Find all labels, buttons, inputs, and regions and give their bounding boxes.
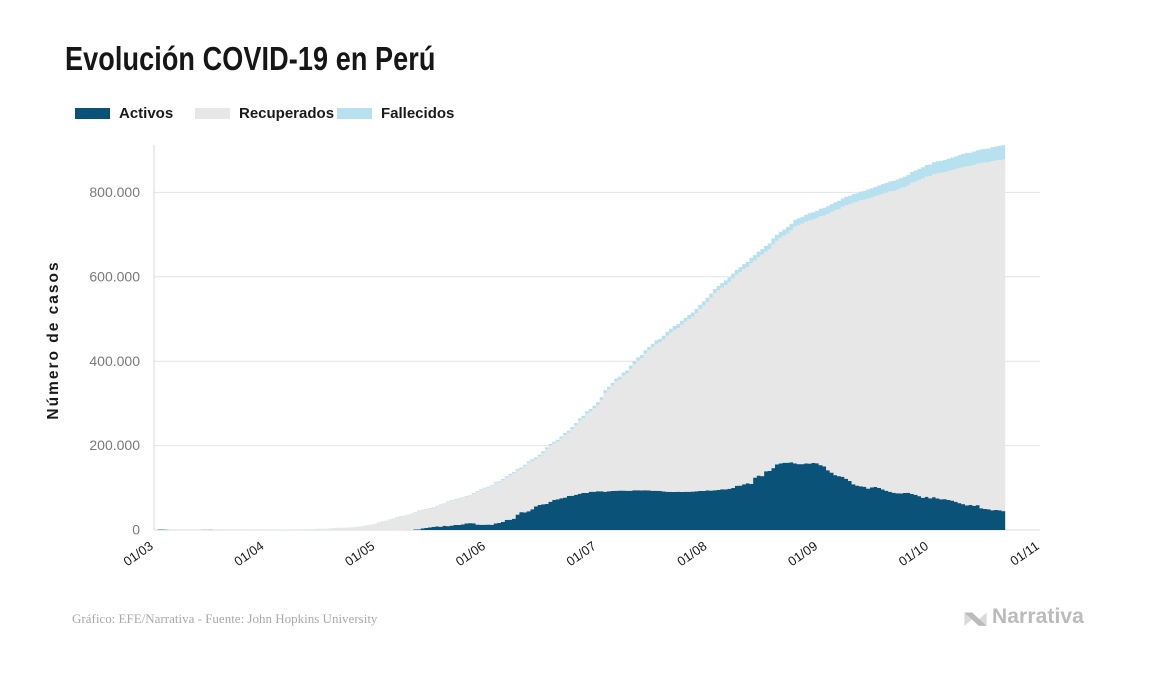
svg-text:800.000: 800.000 (89, 184, 140, 200)
svg-text:400.000: 400.000 (89, 353, 140, 369)
svg-text:01/11: 01/11 (1007, 538, 1041, 568)
svg-text:200.000: 200.000 (89, 437, 140, 453)
svg-text:01/04: 01/04 (231, 538, 266, 569)
svg-text:0: 0 (132, 522, 140, 538)
svg-text:01/09: 01/09 (785, 538, 820, 569)
svg-text:600.000: 600.000 (89, 269, 140, 285)
svg-text:01/08: 01/08 (674, 538, 709, 569)
svg-text:01/10: 01/10 (896, 538, 931, 569)
svg-text:Número de casos: Número de casos (45, 260, 62, 419)
svg-text:01/05: 01/05 (342, 538, 377, 569)
svg-text:01/03: 01/03 (120, 538, 155, 569)
svg-text:01/06: 01/06 (453, 538, 488, 569)
svg-text:01/07: 01/07 (563, 538, 598, 569)
